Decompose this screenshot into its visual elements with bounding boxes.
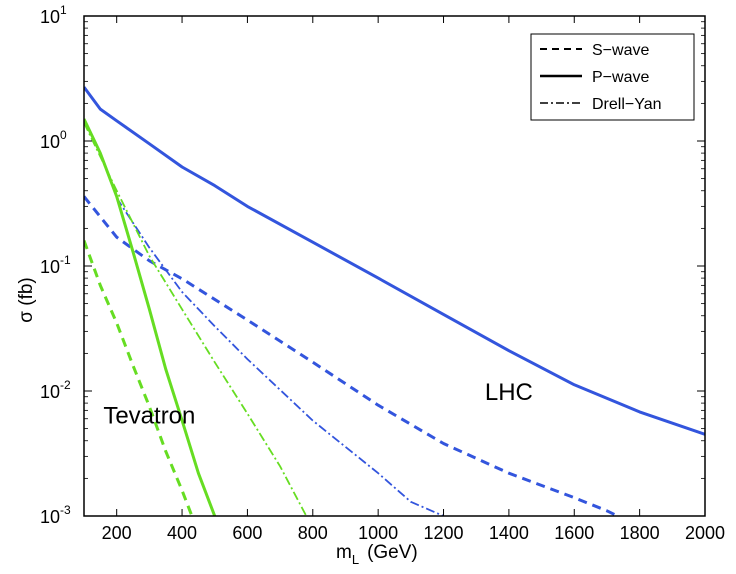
series-line-lhc-p-wave [84,86,705,436]
x-tick-label: 800 [298,523,328,543]
x-tick-label: 400 [167,523,197,543]
series-line-tevatron-drell-yan [84,122,308,516]
x-axis-title-unit: (GeV) [367,542,418,563]
annotation-lhc: LHC [485,379,533,406]
x-axis-title-main: m [336,542,352,563]
legend-label-drell-yan: Drell−Yan [592,96,662,113]
legend: S−wave P−wave Drell−Yan [530,33,695,121]
x-tick-label: 200 [102,523,132,543]
series-line-tevatron-p-wave [84,118,217,516]
x-axis-title: mL (GeV) [336,542,418,567]
y-tick-label-exponent: 0 [60,128,67,142]
series-line-lhc-drell-yan [115,197,444,516]
y-tick-label-exponent: -2 [60,378,71,392]
series-group [84,86,705,516]
y-tick-label: 100 [40,128,67,152]
y-tick-label-base: 10 [40,132,60,152]
x-tick-label: 1000 [358,523,398,543]
x-tick-label: 2000 [685,523,725,543]
y-tick-label: 10-3 [40,503,71,527]
y-axis-title: σ (fb) [16,277,37,323]
x-tick-label: 1200 [424,523,464,543]
y-tick-label-base: 10 [40,257,60,277]
series-line-lhc-s-wave [84,195,656,516]
y-tick-label-exponent: 1 [60,3,67,17]
x-tick-label: 1600 [554,523,594,543]
legend-label-s-wave: S−wave [592,42,649,59]
ticks-group: 200 400 600 800 1000 1200 1400 1600 1800 200010-3… [40,3,725,543]
series-line-tevatron-s-wave [84,239,194,516]
y-tick-label: 101 [40,3,67,27]
y-tick-label: 10-1 [40,253,71,277]
annotation-tevatron: Tevatron [103,402,195,429]
y-tick-label-exponent: -3 [60,503,71,517]
y-tick-label-exponent: -1 [60,253,71,267]
y-tick-label-base: 10 [40,382,60,402]
x-tick-label: 1400 [489,523,529,543]
x-axis-title-sub: L [352,552,359,567]
x-tick-label: 1800 [620,523,660,543]
y-tick-label: 10-2 [40,378,71,402]
y-tick-label-base: 10 [40,7,60,27]
y-tick-label-base: 10 [40,507,60,527]
x-tick-label: 600 [232,523,262,543]
legend-label-p-wave: P−wave [592,69,649,86]
